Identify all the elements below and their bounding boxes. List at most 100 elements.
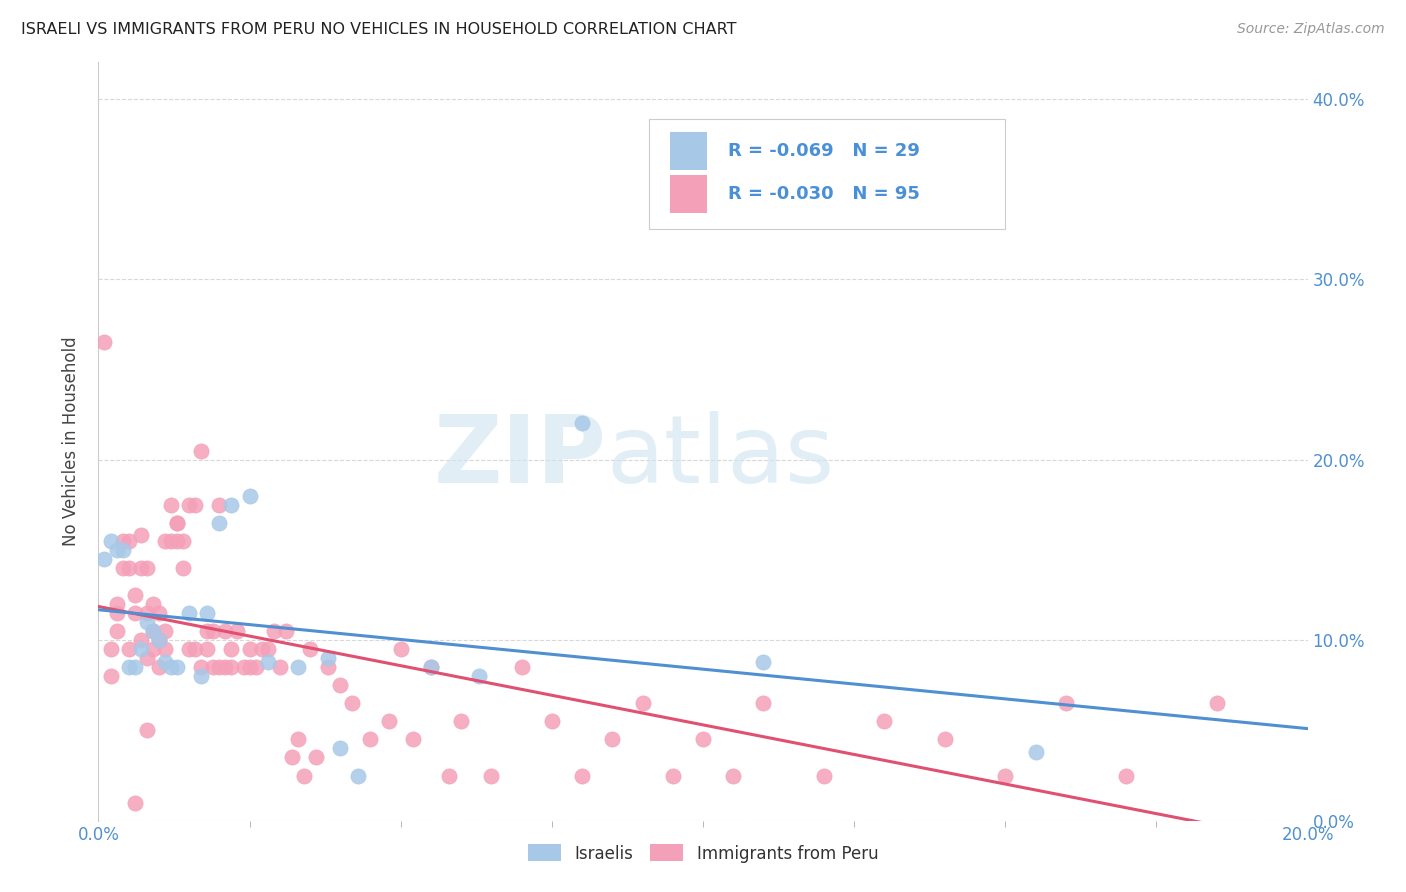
Point: [135, 615, 157, 629]
Point: [250, 642, 273, 657]
Point: [208, 498, 231, 512]
Point: [274, 624, 297, 639]
Point: [221, 642, 243, 657]
Point: [166, 533, 188, 548]
Point: [269, 660, 291, 674]
Point: [129, 528, 152, 542]
Text: R = -0.069   N = 29: R = -0.069 N = 29: [728, 142, 921, 161]
Point: [129, 642, 152, 657]
Point: [420, 660, 443, 674]
Point: [142, 624, 165, 639]
Point: [148, 606, 170, 620]
Point: [347, 768, 370, 782]
Point: [93, 552, 115, 566]
Point: [135, 651, 157, 665]
Point: [245, 660, 267, 674]
Point: [1206, 696, 1229, 710]
Point: [571, 417, 593, 431]
Point: [105, 624, 128, 639]
Point: [184, 642, 207, 657]
Point: [873, 714, 896, 729]
Point: [661, 768, 683, 782]
Y-axis label: No Vehicles in Household: No Vehicles in Household: [62, 336, 80, 547]
Point: [934, 732, 956, 747]
Point: [118, 660, 141, 674]
Point: [342, 696, 364, 710]
Text: ZIP: ZIP: [433, 410, 606, 503]
Point: [329, 678, 352, 692]
Point: [153, 533, 176, 548]
Point: [195, 642, 218, 657]
Point: [602, 732, 624, 747]
Point: [239, 489, 262, 503]
Point: [118, 533, 141, 548]
Point: [100, 533, 122, 548]
Text: atlas: atlas: [606, 410, 835, 503]
Point: [299, 642, 322, 657]
Point: [179, 642, 201, 657]
Point: [214, 660, 236, 674]
Point: [202, 660, 225, 674]
Point: [1115, 768, 1137, 782]
Point: [148, 633, 170, 648]
Point: [377, 714, 399, 729]
Point: [481, 768, 503, 782]
Point: [118, 642, 141, 657]
Point: [105, 542, 128, 557]
Point: [316, 651, 339, 665]
Point: [153, 655, 176, 669]
Point: [124, 660, 146, 674]
Point: [813, 768, 835, 782]
Point: [135, 606, 157, 620]
Point: [287, 660, 309, 674]
Point: [305, 750, 328, 764]
Point: [111, 542, 134, 557]
Point: [142, 624, 165, 639]
Point: [226, 624, 249, 639]
FancyBboxPatch shape: [671, 132, 707, 170]
Point: [752, 655, 775, 669]
Point: [100, 669, 122, 683]
Point: [692, 732, 714, 747]
Point: [135, 561, 157, 575]
Point: [153, 624, 176, 639]
Point: [129, 561, 152, 575]
Point: [389, 642, 412, 657]
Point: [124, 588, 146, 602]
Point: [1024, 745, 1046, 759]
Point: [135, 723, 157, 738]
Point: [281, 750, 304, 764]
Point: [148, 633, 170, 648]
Point: [329, 741, 352, 756]
Point: [190, 669, 212, 683]
Point: [179, 498, 201, 512]
Point: [160, 660, 183, 674]
Point: [571, 768, 593, 782]
Point: [118, 561, 141, 575]
Point: [111, 561, 134, 575]
Point: [221, 660, 243, 674]
Point: [142, 642, 165, 657]
Point: [172, 561, 194, 575]
Point: [316, 660, 339, 674]
Point: [129, 633, 152, 648]
Point: [124, 796, 146, 810]
Point: [166, 516, 188, 530]
Point: [287, 732, 309, 747]
Point: [994, 768, 1017, 782]
Legend: Israelis, Immigrants from Peru: Israelis, Immigrants from Peru: [522, 838, 884, 869]
Point: [292, 768, 315, 782]
Point: [1054, 696, 1077, 710]
Point: [239, 660, 262, 674]
Point: [723, 768, 745, 782]
Point: [239, 642, 262, 657]
Point: [256, 642, 278, 657]
Point: [184, 498, 207, 512]
Point: [450, 714, 472, 729]
Point: [360, 732, 382, 747]
Point: [208, 660, 231, 674]
Point: [402, 732, 425, 747]
Point: [468, 669, 491, 683]
Point: [437, 768, 460, 782]
Text: Source: ZipAtlas.com: Source: ZipAtlas.com: [1237, 22, 1385, 37]
